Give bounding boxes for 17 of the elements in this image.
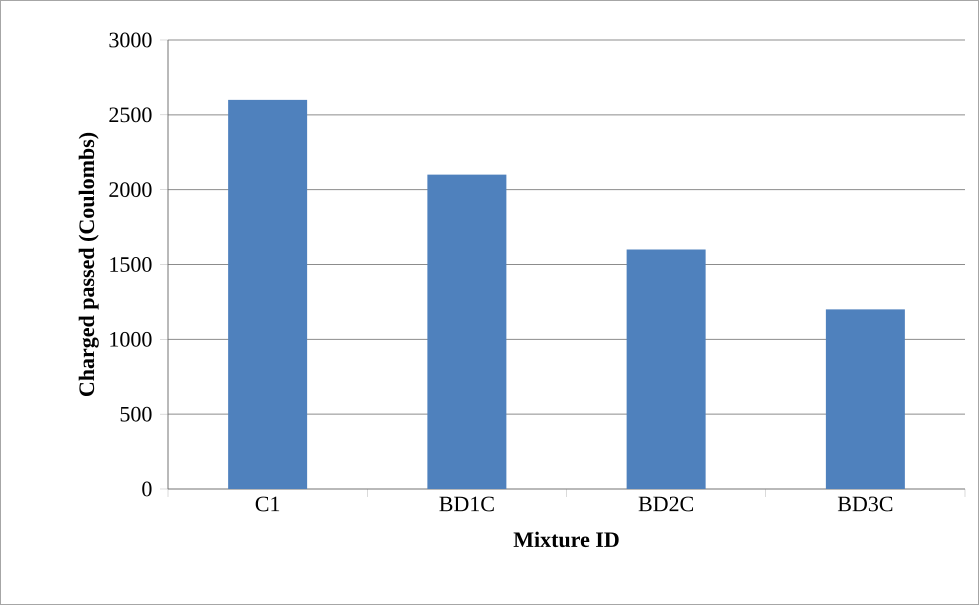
y-tick-label: 1500 [110, 257, 152, 272]
bar [626, 250, 706, 489]
x-tick-label: BD2C [638, 496, 694, 512]
x-tick-label: BD3C [838, 496, 892, 512]
y-axis-title: Charged passed (Coulombs) [78, 132, 99, 396]
bar [826, 309, 905, 489]
y-tick-label: 1000 [110, 332, 152, 347]
y-tick-label: 0 [142, 482, 152, 496]
bar [427, 174, 506, 489]
x-tick-label: C1 [256, 496, 280, 512]
x-axis-title: Mixture ID [514, 532, 619, 548]
y-tick-label: 500 [120, 406, 152, 422]
y-tick-label: 3000 [109, 32, 152, 48]
bar [228, 100, 308, 489]
y-tick-label: 2500 [109, 107, 152, 122]
x-tick-label: BD1C [439, 496, 494, 512]
y-tick-label: 2000 [109, 182, 152, 198]
